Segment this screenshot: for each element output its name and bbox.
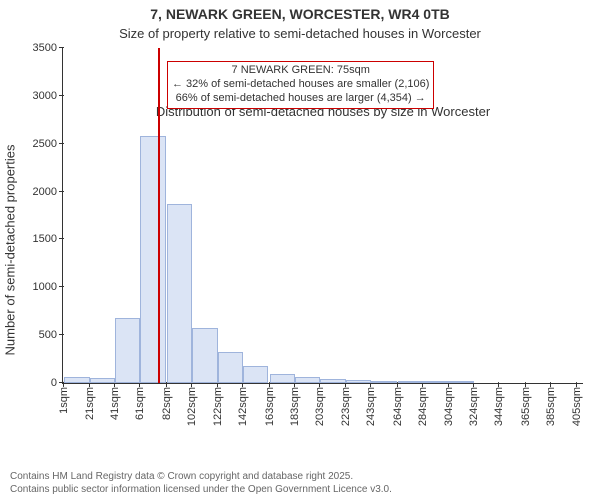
x-tick: 284sqm bbox=[417, 383, 429, 426]
histogram-bar bbox=[115, 318, 140, 383]
histogram-bar bbox=[398, 381, 423, 383]
histogram-bar bbox=[449, 381, 474, 383]
x-tick: 1sqm bbox=[58, 383, 70, 414]
x-tick: 82sqm bbox=[161, 383, 173, 420]
histogram-bar bbox=[64, 377, 89, 383]
y-axis-label: Number of semi-detached properties bbox=[3, 145, 18, 356]
y-tick: 1500 bbox=[33, 233, 63, 245]
histogram-bar bbox=[320, 379, 345, 383]
x-tick: 183sqm bbox=[289, 383, 301, 426]
histogram-bar bbox=[167, 204, 192, 383]
callout-line: 7 NEWARK GREEN: 75sqm bbox=[172, 64, 429, 78]
x-tick: 122sqm bbox=[212, 383, 224, 426]
x-tick: 102sqm bbox=[186, 383, 198, 426]
y-tick: 3500 bbox=[33, 42, 63, 54]
x-tick: 61sqm bbox=[134, 383, 146, 420]
histogram-bar bbox=[90, 378, 115, 383]
x-tick: 385sqm bbox=[545, 383, 557, 426]
y-tick: 2000 bbox=[33, 186, 63, 198]
attribution-line1: Contains HM Land Registry data © Crown c… bbox=[10, 471, 392, 484]
callout-line: ← 32% of semi-detached houses are smalle… bbox=[172, 78, 429, 92]
attribution-text: Contains HM Land Registry data © Crown c… bbox=[10, 471, 392, 496]
y-tick: 3000 bbox=[33, 90, 63, 102]
histogram-bar bbox=[270, 374, 295, 383]
x-tick: 264sqm bbox=[392, 383, 404, 426]
y-tick: 1000 bbox=[33, 281, 63, 293]
histogram-bar bbox=[371, 381, 396, 383]
x-tick: 243sqm bbox=[365, 383, 377, 426]
x-tick: 142sqm bbox=[237, 383, 249, 426]
callout-line: 66% of semi-detached houses are larger (… bbox=[172, 92, 429, 106]
x-tick: 41sqm bbox=[109, 383, 121, 420]
plot-area: Distribution of semi-detached houses by … bbox=[62, 48, 583, 384]
x-tick: 163sqm bbox=[264, 383, 276, 426]
x-tick: 365sqm bbox=[520, 383, 532, 426]
x-tick: 21sqm bbox=[84, 383, 96, 420]
chart-title-line2: Size of property relative to semi-detach… bbox=[0, 26, 600, 41]
histogram-bar bbox=[140, 136, 165, 383]
histogram-bar bbox=[192, 328, 217, 383]
y-tick: 500 bbox=[39, 329, 63, 341]
x-tick: 344sqm bbox=[493, 383, 505, 426]
histogram-bar bbox=[346, 380, 371, 383]
x-tick: 324sqm bbox=[468, 383, 480, 426]
histogram-bar bbox=[218, 352, 243, 383]
callout-box: 7 NEWARK GREEN: 75sqm← 32% of semi-detac… bbox=[167, 61, 434, 108]
chart-title-line1: 7, NEWARK GREEN, WORCESTER, WR4 0TB bbox=[0, 6, 600, 22]
histogram-bar bbox=[423, 381, 448, 383]
histogram-bar bbox=[243, 366, 268, 383]
x-tick: 203sqm bbox=[314, 383, 326, 426]
histogram-bar bbox=[295, 377, 320, 383]
attribution-line2: Contains public sector information licen… bbox=[10, 484, 392, 497]
property-size-histogram: 7, NEWARK GREEN, WORCESTER, WR4 0TB Size… bbox=[0, 0, 600, 500]
x-tick: 405sqm bbox=[571, 383, 583, 426]
reference-line bbox=[158, 48, 160, 383]
x-tick: 304sqm bbox=[443, 383, 455, 426]
x-tick: 223sqm bbox=[340, 383, 352, 426]
y-tick: 2500 bbox=[33, 138, 63, 150]
